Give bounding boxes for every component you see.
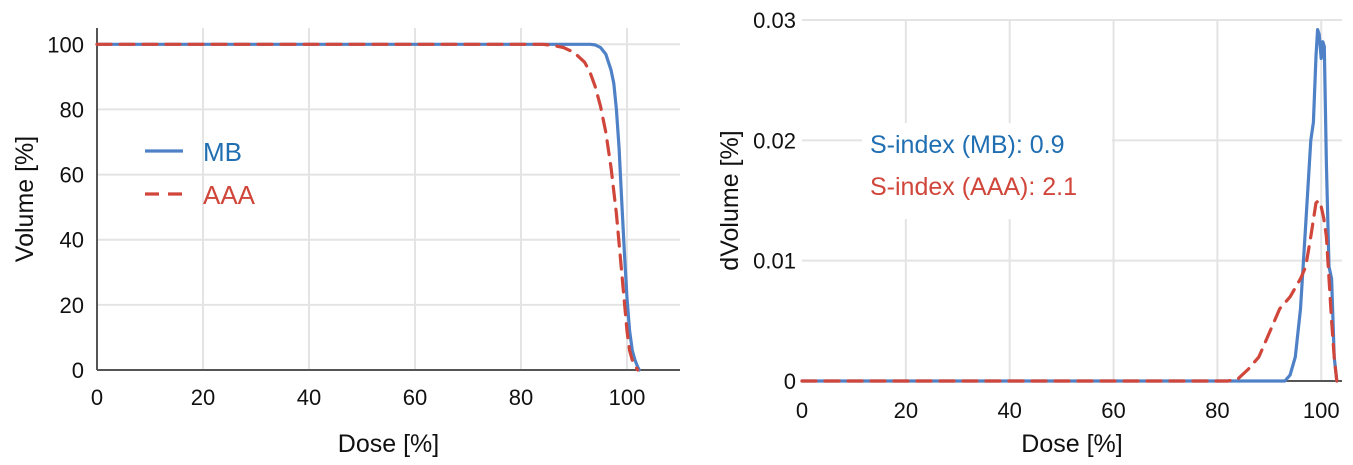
x-tick-label: 20 [894, 398, 918, 423]
x-tick-label: 20 [191, 385, 215, 410]
dvh-chart: 0 20 40 60 80 100 0 20 40 60 80 100 Dose [%] Volume [… [11, 28, 680, 458]
x-tick-label: 80 [509, 385, 533, 410]
y-tick-label: 0.03 [753, 8, 796, 33]
y-tick-label: 0 [784, 369, 796, 394]
annotation-s-index: S-index (MB): 0.9 [870, 131, 1065, 159]
annotation-s-index: S-index (AAA): 2.1 [870, 173, 1077, 201]
legend-label-mb: MB [203, 137, 242, 167]
x-tick-label: 40 [297, 385, 321, 410]
annotation-background [862, 123, 1112, 219]
legend-label-aaa: AAA [203, 180, 256, 210]
series-line-aaa [800, 198, 1339, 383]
y-tick-label: 0.02 [753, 128, 796, 153]
x-tick-label: 100 [1303, 398, 1340, 423]
x-tick-label: 60 [403, 385, 427, 410]
series-line-mb [800, 28, 1339, 383]
y-axis-label: dVolume [%] [716, 130, 744, 270]
y-tick-label: 40 [60, 228, 84, 253]
x-tick-label: 100 [609, 385, 646, 410]
series-line-mb [95, 42, 641, 372]
x-axis-label: Dose [%] [338, 430, 439, 458]
y-tick-label: 100 [47, 32, 84, 57]
x-tick-label: 0 [91, 385, 103, 410]
ddvh-chart: 0 20 40 60 80 100 0 0.01 0.02 0.03 Dose [%] dVolume… [716, 8, 1342, 458]
x-tick-label: 0 [796, 398, 808, 423]
y-tick-label: 0.01 [753, 249, 796, 274]
x-tick-label: 40 [997, 398, 1021, 423]
y-tick-label: 60 [60, 163, 84, 188]
x-axis-label: Dose [%] [1021, 430, 1122, 458]
series-line-aaa [95, 42, 640, 372]
x-tick-label: 80 [1205, 398, 1229, 423]
y-tick-label: 20 [60, 293, 84, 318]
y-axis-label: Volume [%] [11, 136, 39, 262]
y-tick-label: 0 [72, 358, 84, 383]
y-tick-label: 80 [60, 97, 84, 122]
x-tick-label: 60 [1101, 398, 1125, 423]
